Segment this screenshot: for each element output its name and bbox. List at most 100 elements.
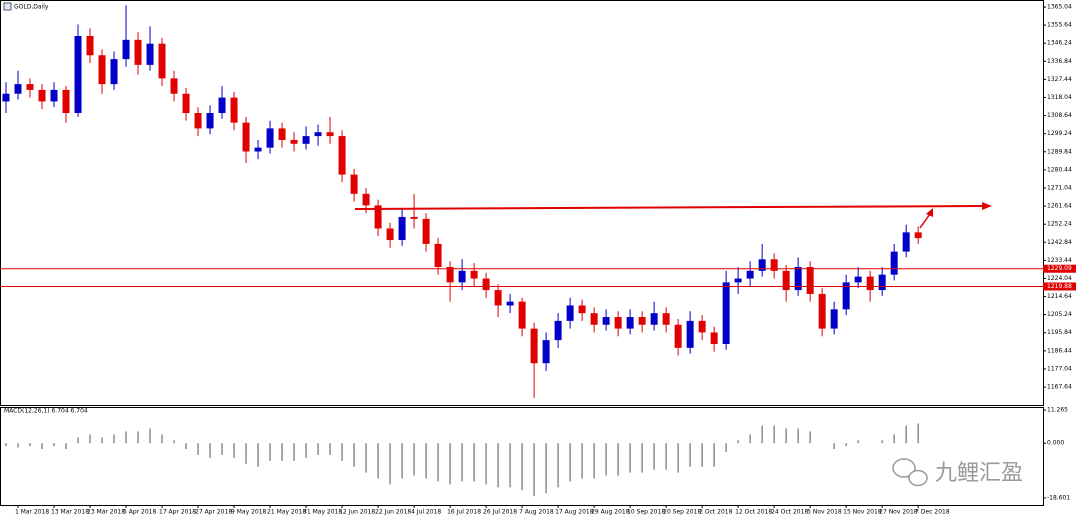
y-tick-label: 1280.44 bbox=[1047, 166, 1072, 173]
candle-body bbox=[218, 97, 226, 113]
candle-body bbox=[410, 216, 418, 219]
macd-bar bbox=[797, 428, 799, 444]
macd-bar bbox=[377, 443, 379, 479]
macd-bar bbox=[833, 443, 835, 450]
candle-body bbox=[374, 205, 382, 229]
macd-bar bbox=[689, 443, 691, 467]
candle-body bbox=[158, 43, 166, 79]
macd-bar bbox=[41, 443, 43, 450]
macd-bar bbox=[533, 443, 535, 497]
y-tick-label: 1308.64 bbox=[1047, 112, 1072, 119]
candle-body bbox=[386, 228, 394, 241]
candle-body bbox=[326, 132, 334, 137]
y-tick-label: 0.000 bbox=[1047, 440, 1064, 447]
x-tick-label: 27 Apr 2018 bbox=[195, 509, 232, 516]
macd-bar bbox=[629, 443, 631, 473]
candle-body bbox=[782, 270, 790, 291]
candle-body bbox=[74, 35, 82, 113]
macd-bar bbox=[413, 443, 415, 476]
macd-bar bbox=[221, 443, 223, 455]
candle-body bbox=[338, 136, 346, 175]
candle-body bbox=[626, 317, 634, 329]
macd-bar bbox=[545, 443, 547, 494]
y-tick-label: 1299.24 bbox=[1047, 130, 1072, 137]
x-tick-label: 29 Aug 2018 bbox=[591, 509, 630, 516]
macd-bar bbox=[509, 443, 511, 488]
x-tick-label: 31 May 2018 bbox=[303, 509, 342, 516]
y-tick-label: 1289.84 bbox=[1047, 148, 1072, 155]
candle-body bbox=[434, 243, 442, 267]
macd-bar bbox=[233, 443, 235, 458]
candle-body bbox=[254, 147, 262, 152]
macd-bar bbox=[17, 443, 19, 448]
macd-bar bbox=[341, 443, 343, 461]
x-tick-label: 5 Nov 2018 bbox=[807, 509, 842, 516]
macd-bar bbox=[485, 443, 487, 485]
candle-body bbox=[290, 139, 298, 144]
y-tick-label: 1271.04 bbox=[1047, 184, 1072, 191]
macd-bar bbox=[5, 443, 7, 447]
y-tick-label: 1167.64 bbox=[1047, 384, 1072, 391]
macd-bar bbox=[329, 443, 331, 455]
macd-bar bbox=[881, 440, 883, 444]
candle-body bbox=[2, 93, 10, 102]
candle-body bbox=[398, 216, 406, 241]
macd-bar bbox=[917, 423, 919, 444]
macd-bar bbox=[305, 443, 307, 458]
y-tick-label: 1365.04 bbox=[1047, 4, 1072, 11]
macd-bar bbox=[521, 443, 523, 491]
candle-body bbox=[314, 132, 322, 137]
candle-body bbox=[650, 313, 658, 325]
y-tick-label: 1336.84 bbox=[1047, 58, 1072, 65]
macd-bar bbox=[497, 443, 499, 488]
level-label-box bbox=[1043, 282, 1076, 291]
macd-bar bbox=[365, 443, 367, 473]
candle-body bbox=[602, 317, 610, 325]
x-tick-label: 9 May 2018 bbox=[231, 509, 266, 516]
candle-body bbox=[242, 122, 250, 152]
x-tick-label: 23 Mar 2018 bbox=[87, 509, 125, 516]
macd-bar bbox=[701, 443, 703, 467]
macd-bar bbox=[809, 431, 811, 444]
candle-body bbox=[482, 278, 490, 291]
macd-bar bbox=[101, 437, 103, 444]
candle-body bbox=[578, 305, 586, 314]
macd-bar bbox=[269, 443, 271, 461]
watermark-icon bbox=[892, 458, 928, 487]
candle-body bbox=[302, 136, 310, 144]
y-tick-label: 1318.04 bbox=[1047, 94, 1072, 101]
y-tick-label: 1195.84 bbox=[1047, 329, 1072, 336]
x-tick-label: 5 Apr 2018 bbox=[123, 509, 156, 516]
macd-bar bbox=[713, 443, 715, 467]
candle-body bbox=[362, 193, 370, 206]
macd-bar bbox=[605, 443, 607, 476]
candle-body bbox=[890, 251, 898, 275]
macd-bar bbox=[677, 443, 679, 473]
x-tick-label: 17 Aug 2018 bbox=[555, 509, 594, 516]
macd-bar bbox=[425, 443, 427, 479]
macd-bar bbox=[65, 443, 67, 450]
macd-bar bbox=[317, 443, 319, 455]
macd-bar bbox=[185, 443, 187, 450]
macd-bar bbox=[245, 443, 247, 464]
candle-body bbox=[698, 320, 706, 333]
watermark: 九鲤汇盈 bbox=[935, 461, 1023, 486]
candle-body bbox=[734, 278, 742, 283]
macd-bar bbox=[353, 443, 355, 467]
x-tick-label: 12 Oct 2018 bbox=[735, 509, 772, 516]
candle-body bbox=[686, 320, 694, 348]
macd-bar bbox=[89, 434, 91, 444]
candle-body bbox=[98, 55, 106, 85]
candle-body bbox=[494, 290, 502, 306]
candle-body bbox=[182, 93, 190, 113]
x-tick-label: 2 Oct 2018 bbox=[699, 509, 732, 516]
macd-bar bbox=[473, 443, 475, 482]
chart-title: GOLD,Daily bbox=[14, 4, 49, 11]
macd-bar bbox=[857, 440, 859, 444]
macd-bar bbox=[581, 443, 583, 479]
y-tick-label: 1355.64 bbox=[1047, 22, 1072, 29]
macd-bar bbox=[461, 443, 463, 482]
macd-bar bbox=[449, 443, 451, 485]
y-tick-label: 1177.04 bbox=[1047, 365, 1072, 372]
